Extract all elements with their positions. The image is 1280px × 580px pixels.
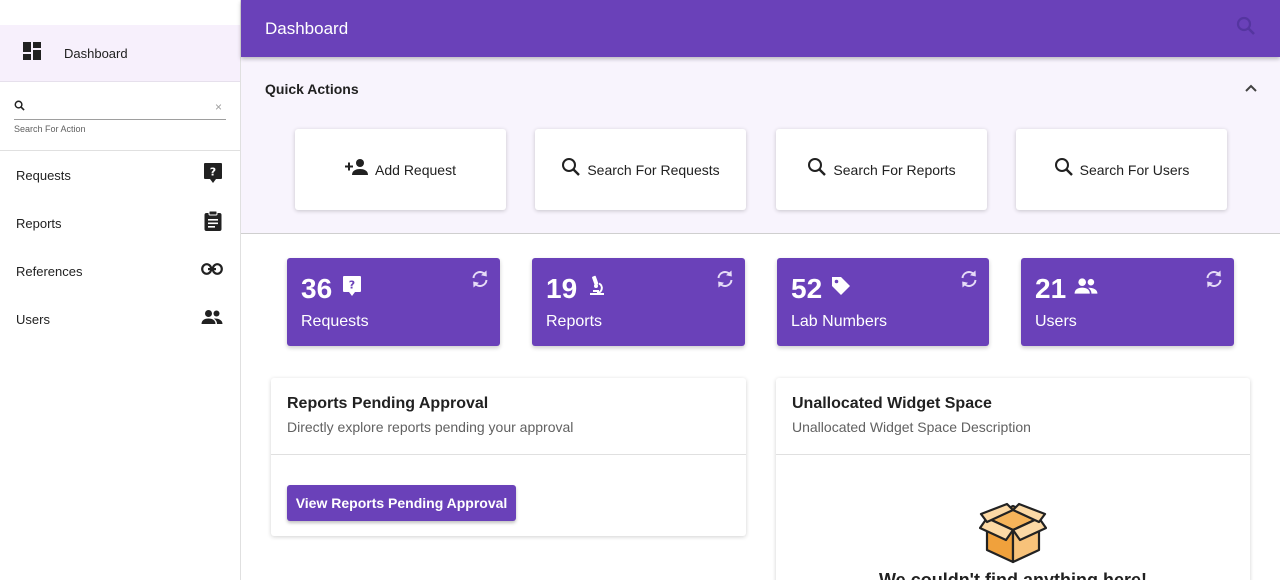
sidebar-search: × Search For Action bbox=[0, 82, 240, 151]
chevron-up-icon[interactable] bbox=[1244, 80, 1258, 98]
sidebar-top bbox=[0, 0, 240, 25]
refresh-icon[interactable] bbox=[959, 269, 979, 294]
users-icon bbox=[1074, 277, 1098, 300]
clipboard-icon bbox=[203, 210, 223, 237]
search-users-label: Search For Users bbox=[1079, 161, 1190, 178]
quick-actions-title: Quick Actions bbox=[265, 81, 359, 97]
sidebar-item-references[interactable]: References bbox=[0, 247, 240, 295]
dashboard-icon bbox=[22, 41, 42, 66]
sidebar-item-label: Dashboard bbox=[64, 45, 128, 61]
sidebar-item-reports[interactable]: Reports bbox=[0, 199, 240, 247]
stat-label: Requests bbox=[301, 313, 369, 330]
clear-icon[interactable]: × bbox=[214, 99, 222, 114]
app-header: Dashboard bbox=[241, 0, 1280, 57]
stat-value: 21 bbox=[1035, 273, 1067, 304]
widget-description: Unallocated Widget Space Description bbox=[792, 419, 1031, 435]
page-title: Dashboard bbox=[265, 18, 349, 38]
refresh-icon[interactable] bbox=[470, 269, 490, 294]
microscope-icon bbox=[587, 275, 607, 302]
stat-value: 36 bbox=[301, 273, 333, 304]
sidebar-item-label: Reports bbox=[16, 215, 62, 231]
widget-unallocated: Unallocated Widget Space Unallocated Wid… bbox=[776, 378, 1250, 580]
view-reports-pending-button[interactable]: View Reports Pending Approval bbox=[287, 485, 516, 521]
search-action-input[interactable] bbox=[31, 99, 215, 114]
sidebar-item-label: Users bbox=[16, 311, 50, 327]
stat-card-users[interactable]: 21 Users bbox=[1021, 258, 1234, 346]
search-icon bbox=[1054, 157, 1074, 182]
search-reports-button[interactable]: Search For Reports bbox=[776, 129, 987, 210]
add-request-label: Add Request bbox=[375, 161, 456, 178]
search-requests-label: Search For Requests bbox=[587, 161, 720, 178]
sidebar: Dashboard × Search For Action Requests ?… bbox=[0, 0, 241, 580]
search-icon bbox=[14, 98, 25, 116]
stat-card-reports[interactable]: 19 Reports bbox=[532, 258, 745, 346]
widget-reports-pending: Reports Pending Approval Directly explor… bbox=[271, 378, 746, 536]
tag-icon bbox=[830, 275, 852, 302]
help-box-icon: ? bbox=[342, 275, 362, 302]
sidebar-item-label: Requests bbox=[16, 167, 71, 183]
widget-title: Unallocated Widget Space bbox=[792, 395, 992, 412]
stat-card-lab-numbers[interactable]: 52 Lab Numbers bbox=[777, 258, 989, 346]
person-add-icon bbox=[345, 158, 369, 181]
stat-value: 52 bbox=[791, 273, 823, 304]
quick-actions-panel: Quick Actions Add Request Search For Req… bbox=[241, 57, 1280, 234]
stat-card-requests[interactable]: 36 ? Requests bbox=[287, 258, 500, 346]
sidebar-item-label: References bbox=[16, 263, 83, 279]
users-icon bbox=[201, 309, 223, 330]
search-reports-label: Search For Reports bbox=[833, 161, 956, 178]
search-icon bbox=[561, 157, 581, 182]
svg-text:?: ? bbox=[210, 165, 216, 178]
help-box-icon: ? bbox=[203, 162, 223, 189]
widget-description: Directly explore reports pending your ap… bbox=[287, 419, 574, 435]
sidebar-item-requests[interactable]: Requests ? bbox=[0, 151, 240, 199]
stat-label: Lab Numbers bbox=[791, 313, 888, 330]
refresh-icon[interactable] bbox=[1204, 269, 1224, 294]
link-icon bbox=[201, 262, 223, 281]
refresh-icon[interactable] bbox=[715, 269, 735, 294]
search-icon bbox=[807, 157, 827, 182]
svg-text:?: ? bbox=[349, 279, 355, 292]
sidebar-item-users[interactable]: Users bbox=[0, 295, 240, 343]
stat-value: 19 bbox=[546, 273, 578, 304]
empty-state-text: We couldn't find anything here! bbox=[879, 570, 1147, 580]
widget-title: Reports Pending Approval bbox=[287, 395, 489, 412]
sidebar-item-dashboard[interactable]: Dashboard bbox=[0, 25, 240, 82]
search-requests-button[interactable]: Search For Requests bbox=[535, 129, 746, 210]
empty-box-icon bbox=[978, 502, 1048, 571]
stat-label: Reports bbox=[546, 313, 603, 330]
search-users-button[interactable]: Search For Users bbox=[1016, 129, 1227, 210]
search-icon[interactable] bbox=[1236, 16, 1256, 41]
add-request-button[interactable]: Add Request bbox=[295, 129, 506, 210]
search-hint: Search For Action bbox=[14, 124, 86, 134]
stat-label: Users bbox=[1035, 313, 1077, 330]
